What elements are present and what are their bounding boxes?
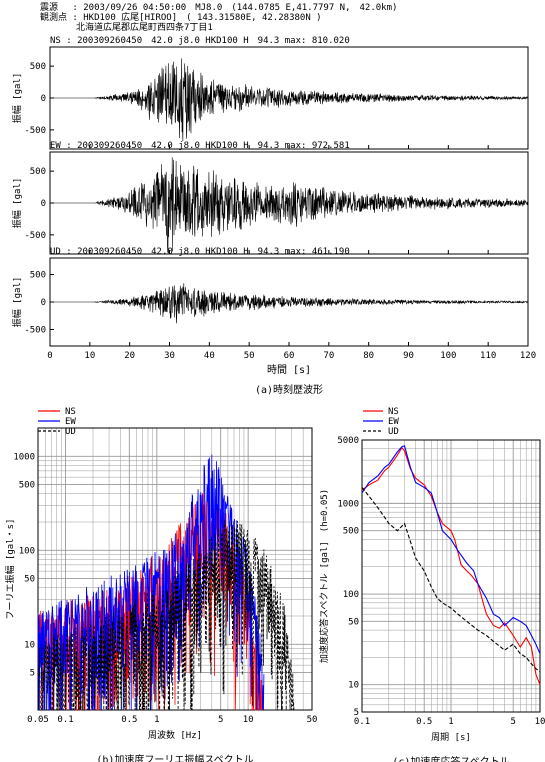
y-tick-label: 50 xyxy=(24,575,35,585)
y-tick-label: 5 xyxy=(354,708,359,718)
x-tick-label: 120 xyxy=(520,351,536,361)
x-axis-label: 時間 [s] xyxy=(267,364,311,376)
legend-label-ns: NS xyxy=(388,407,399,417)
legend-label-ud: UD xyxy=(388,427,399,437)
y-tick-label: 0 xyxy=(41,94,46,104)
y-tick-label: 500 xyxy=(19,481,35,491)
x-tick-label: 0.05 xyxy=(27,715,49,725)
header-line-3: 北海道広尾郡広尾町西四条7丁目1 xyxy=(40,21,213,33)
legend-label-ns: NS xyxy=(65,407,76,417)
x-tick-label: 100 xyxy=(440,351,456,361)
header-line-1: 震源 : 2003/09/26 04:50:00 MJ8.0 (144.0785… xyxy=(40,2,397,13)
y-tick-label: 500 xyxy=(30,167,46,177)
plot-frame xyxy=(361,439,541,713)
series-ns-line xyxy=(361,446,541,685)
y-tick-label: 100 xyxy=(343,590,359,600)
legend-label-ew: EW xyxy=(388,417,399,427)
x-tick-label: 40 xyxy=(204,351,215,361)
x-tick-label: 10 xyxy=(84,351,95,361)
x-tick-label: 10 xyxy=(535,717,545,727)
x-tick-label: 80 xyxy=(363,351,374,361)
y-tick-label: 5 xyxy=(30,669,35,679)
chart-caption: (c)加速度応答スペクトル xyxy=(392,755,509,762)
y-axis-label: フーリエ振幅 [gal・s] xyxy=(4,519,16,620)
x-tick-label: 0.1 xyxy=(57,715,73,725)
x-tick-label: 5 xyxy=(218,715,223,725)
x-tick-label: 1 xyxy=(448,717,453,727)
y-axis-label: 加速度応答スペクトル [gal] (h=0.05) xyxy=(318,489,330,663)
panel-info-ns: NS : 200309260450 42.0 j8.0 HKD100 H 94.… xyxy=(50,36,350,46)
x-tick-label: 0.5 xyxy=(121,715,137,725)
x-tick-label: 50 xyxy=(244,351,255,361)
x-tick-label: 70 xyxy=(323,351,334,361)
x-tick-label: 0.5 xyxy=(416,717,432,727)
x-tick-label: 20 xyxy=(124,351,135,361)
series-ew-line xyxy=(37,454,265,711)
y-axis-label: 振幅 [gal] xyxy=(11,277,23,328)
y-axis-label: 振幅 [gal] xyxy=(11,73,23,124)
x-tick-label: 0 xyxy=(47,351,52,361)
fourier-spectrum-chart: 0.05 0.1 0.5 1 5 10 50 5 10 50 100 500 1000 周波数 [Hz] フ… xyxy=(4,407,317,762)
y-tick-label: 0 xyxy=(41,199,46,209)
header-line-2: 観測点 : HKD100 広尾[HIROO] ( 143.31580E, 42.… xyxy=(40,11,322,23)
x-tick-label: 1 xyxy=(154,715,159,725)
x-tick-label: 10 xyxy=(243,715,254,725)
y-tick-label: 500 xyxy=(30,62,46,72)
y-tick-label: 0 xyxy=(41,298,46,308)
chart-caption: (b)加速度フーリエ振幅スペクトル xyxy=(96,753,253,762)
series-ud-line xyxy=(361,487,541,672)
y-tick-label: 500 xyxy=(30,271,46,281)
x-axis-label: 周波数 [Hz] xyxy=(148,729,202,741)
x-axis-label: 周期 [s] xyxy=(431,732,471,743)
x-tick-label: 50 xyxy=(307,715,318,725)
waveform-ns xyxy=(50,58,529,142)
waveform-ew xyxy=(50,157,529,254)
x-tick-label: 60 xyxy=(284,351,295,361)
y-tick-label: 100 xyxy=(19,546,35,556)
chart-caption: (a)時刻歴波形 xyxy=(255,383,323,396)
y-tick-label: 10 xyxy=(24,640,35,650)
x-tick-label: 0.1 xyxy=(354,717,370,727)
y-tick-label: 500 xyxy=(343,527,359,537)
panel-info-ud: UD : 200309260450 42.0 j8.0 HKD100 H 94.… xyxy=(50,247,350,257)
y-tick-label: 1000 xyxy=(13,452,35,462)
y-tick-label: 50 xyxy=(348,617,359,627)
x-tick-label: 110 xyxy=(480,351,496,361)
y-tick-label: -500 xyxy=(24,326,46,336)
y-tick-label: 10 xyxy=(348,681,359,691)
y-tick-label: -500 xyxy=(24,126,46,136)
waveform-ud xyxy=(50,283,529,324)
series-ew-line xyxy=(361,445,541,654)
plot-frame xyxy=(37,427,313,711)
legend-label-ud: UD xyxy=(65,427,76,437)
legend-label-ew: EW xyxy=(65,417,76,427)
y-tick-label: -500 xyxy=(24,231,46,241)
series-ud-line xyxy=(37,520,296,711)
x-tick-label: 90 xyxy=(403,351,414,361)
time-history-chart: NS : 200309260450 42.0 j8.0 HKD100 H 94.… xyxy=(11,36,536,396)
x-tick-label: 5 xyxy=(510,717,515,727)
y-axis-label: 振幅 [gal] xyxy=(11,178,23,229)
x-tick-label: 30 xyxy=(164,351,175,361)
y-tick-label: 1000 xyxy=(337,499,359,509)
y-tick-label: 5000 xyxy=(337,436,359,446)
panel-info-ew: EW : 200309260450 42.0 j8.0 HKD100 H 94.… xyxy=(50,141,350,151)
